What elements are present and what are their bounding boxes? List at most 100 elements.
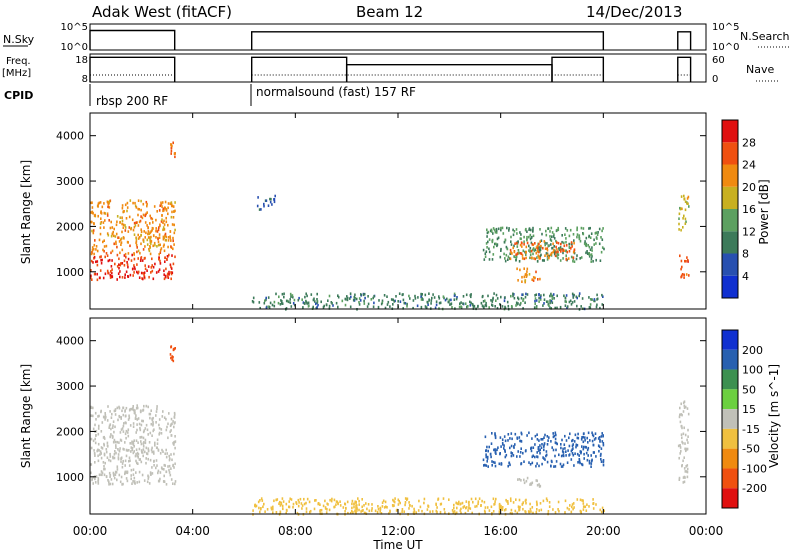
velocity-cell	[429, 510, 431, 513]
power-cell	[538, 248, 541, 252]
velocity-cell	[90, 446, 93, 450]
power-cell	[322, 305, 325, 309]
power-cell	[274, 194, 276, 198]
velocity-cell	[496, 448, 498, 452]
velocity-cell	[117, 456, 120, 459]
velocity-cell	[260, 497, 263, 500]
power-cell	[349, 292, 352, 295]
power-cell	[588, 234, 590, 238]
velocity-cell	[538, 449, 540, 452]
power-cell	[115, 232, 118, 236]
velocity-cell	[125, 477, 128, 480]
power-cell	[510, 251, 512, 254]
power-cell	[157, 270, 160, 273]
power-cell	[581, 297, 584, 300]
power-cell	[509, 257, 512, 261]
velocity-cell	[569, 504, 571, 507]
velocity-cell	[122, 424, 125, 428]
power-cell	[302, 301, 305, 304]
velocity-cell	[156, 464, 158, 467]
velocity-cell	[601, 506, 604, 510]
velocity-cell	[582, 502, 585, 505]
power-cell	[526, 238, 528, 241]
velocity-cell	[576, 436, 579, 440]
velocity-cell	[125, 414, 127, 418]
velocity-cell	[276, 498, 279, 501]
power-cell	[337, 295, 340, 299]
velocity-cell	[468, 506, 470, 510]
power-cell	[599, 259, 602, 262]
power-cell	[442, 295, 445, 298]
power-cell	[472, 303, 474, 306]
power-cell	[532, 243, 535, 247]
power-cell	[453, 294, 456, 298]
velocity-cell	[481, 499, 483, 503]
power-cell	[487, 294, 489, 298]
velocity-cell	[171, 358, 173, 361]
velocity-cell	[498, 506, 501, 509]
freq-label: Freq.	[6, 56, 31, 67]
power-cell	[121, 216, 123, 219]
power-cell	[469, 304, 472, 307]
velocity-cell	[142, 448, 145, 451]
power-cell	[558, 247, 560, 250]
velocity-cell	[130, 446, 133, 449]
velocity-cell	[507, 433, 510, 436]
power-cell	[576, 296, 578, 300]
power-cell	[409, 297, 411, 300]
power-cell	[143, 271, 146, 274]
power-cell	[467, 305, 469, 308]
velocity-cell	[345, 506, 347, 510]
power-cell	[688, 205, 690, 208]
power-cell	[171, 144, 173, 148]
velocity-cell	[116, 478, 118, 482]
power-cell	[546, 247, 548, 250]
power-cell	[138, 220, 141, 224]
power-cell	[149, 222, 151, 225]
power-cell	[337, 305, 339, 309]
power-cell	[578, 234, 581, 237]
velocity-cell	[129, 459, 131, 462]
velocity-cell	[590, 462, 593, 465]
power-cell	[543, 293, 545, 297]
power-cell	[291, 294, 294, 297]
velocity-cell	[366, 507, 368, 511]
velocity-cell	[150, 409, 152, 412]
velocity-cell	[579, 509, 582, 513]
power-cell	[93, 222, 95, 226]
power-cell	[170, 143, 172, 146]
power-cell	[97, 214, 99, 218]
power-cell	[564, 297, 567, 300]
velocity-cell	[166, 452, 168, 455]
power-cell	[424, 293, 427, 297]
power-cell	[152, 221, 154, 224]
velocity-cell	[539, 451, 541, 455]
power-cell	[116, 245, 118, 249]
power-cell	[448, 298, 451, 302]
power-cell	[158, 226, 160, 229]
power-cell	[263, 204, 265, 208]
power-cell	[684, 222, 687, 225]
power-cell	[534, 248, 537, 251]
power-cell	[394, 299, 396, 303]
power-cell	[125, 217, 128, 220]
power-cell	[168, 273, 170, 276]
velocity-cell	[518, 478, 521, 481]
power-cell	[162, 209, 164, 213]
power-cell	[257, 196, 259, 199]
velocity-cell	[494, 500, 496, 503]
velocity-cell	[601, 432, 603, 435]
velocity-cell	[426, 508, 429, 511]
power-cell	[100, 255, 102, 258]
velocity-cell	[598, 445, 601, 449]
power-cell	[166, 272, 169, 276]
velocity-cell	[171, 458, 173, 462]
power-cell	[133, 266, 136, 269]
power-cell	[513, 230, 516, 233]
power-cell	[126, 209, 128, 213]
velocity-cell	[470, 497, 473, 501]
power-cell	[562, 257, 564, 260]
velocity-cell	[371, 507, 373, 510]
power-cell	[572, 250, 575, 254]
velocity-cell	[137, 417, 140, 420]
